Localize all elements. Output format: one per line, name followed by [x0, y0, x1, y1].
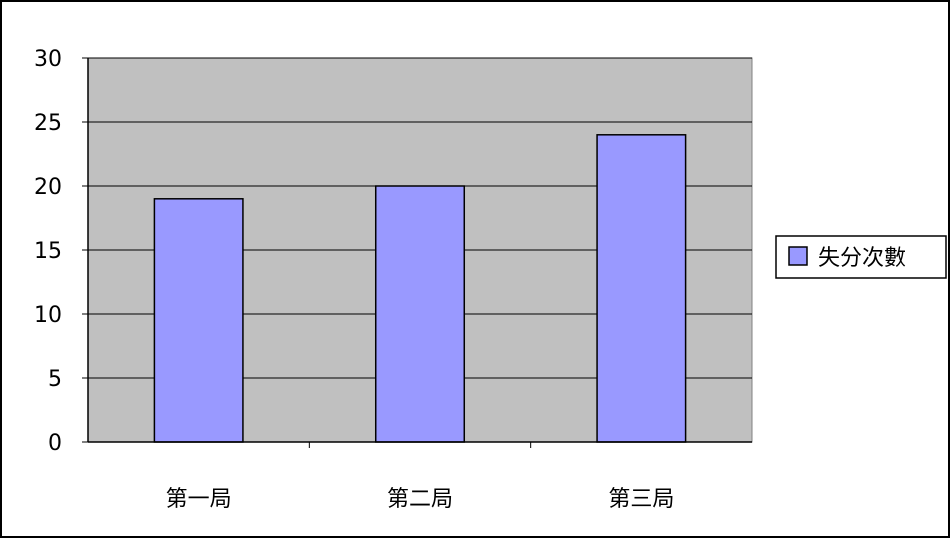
x-tick-label: 第二局 [387, 487, 453, 512]
axes [82, 57, 752, 448]
bar [374, 185, 466, 443]
y-tick-label: 5 [48, 367, 62, 392]
bars [153, 134, 687, 443]
y-tick-label: 25 [34, 111, 62, 136]
legend: 失分次數 [775, 235, 947, 279]
bar [153, 198, 244, 443]
bar [596, 134, 687, 443]
y-tick-label: 10 [34, 303, 62, 328]
y-tick-label: 15 [34, 239, 62, 264]
y-tick-label: 0 [48, 431, 62, 456]
legend-swatch [788, 246, 808, 266]
y-tick-label: 30 [34, 47, 62, 72]
x-tick-label: 第三局 [608, 487, 674, 512]
x-tick-labels: 第一局 第二局 第三局 [166, 487, 675, 512]
y-tick-label: 20 [34, 175, 62, 200]
x-tick-label: 第一局 [166, 487, 232, 512]
legend-label: 失分次數 [818, 246, 906, 271]
y-tick-labels: 0 5 10 15 20 25 30 [34, 47, 62, 456]
